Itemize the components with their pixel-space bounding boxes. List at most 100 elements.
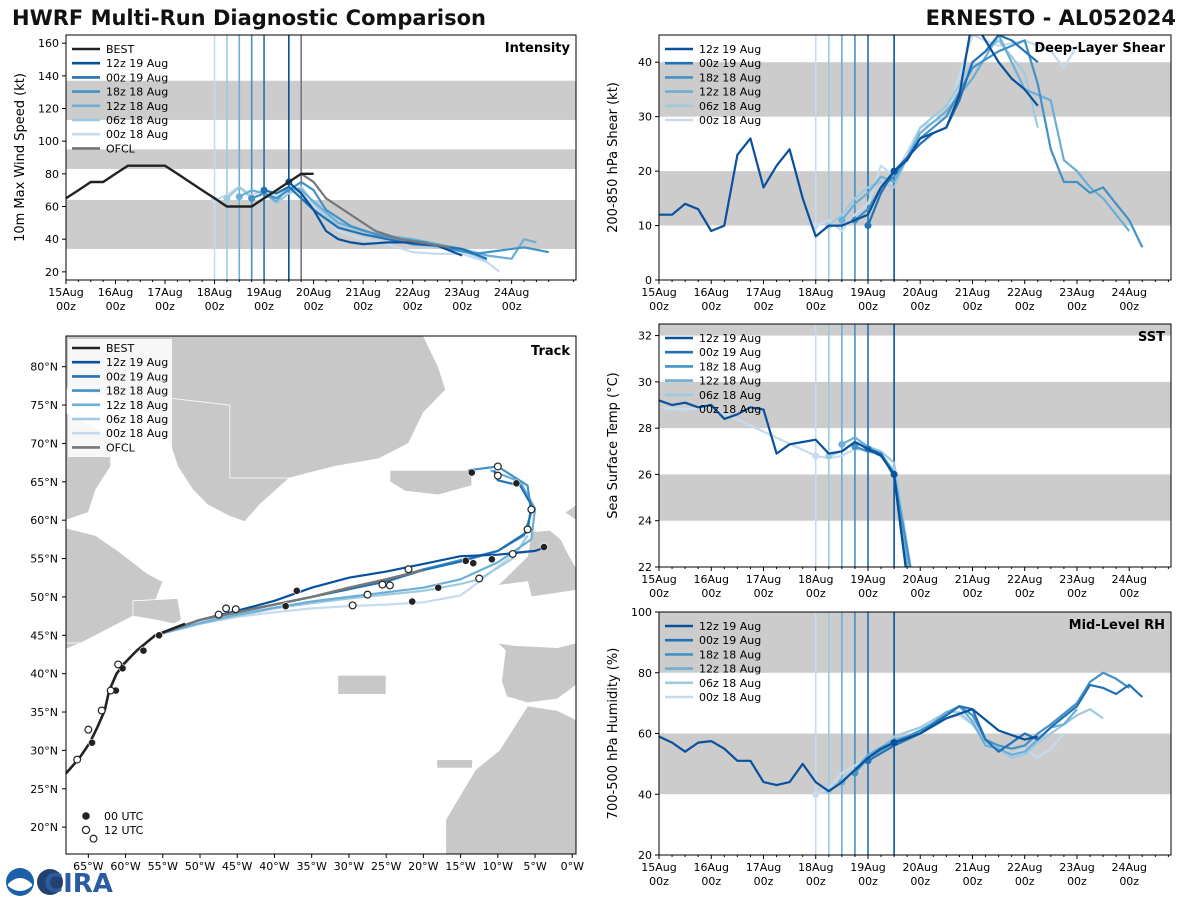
track-marker-12utc — [106, 686, 115, 695]
intensity-init-marker — [260, 186, 268, 194]
sst-xtick-sublabel: 00z — [754, 587, 774, 600]
shear-init-marker — [890, 167, 898, 175]
rh-init-marker — [812, 790, 820, 798]
britain-ireland-land — [496, 529, 576, 598]
track-xtick-label: 40°W — [259, 860, 289, 873]
legend-label: 00z 19 Aug — [699, 346, 761, 359]
legend-label: 00z 18 Aug — [106, 128, 168, 141]
intensity-xtick-label: 19Aug — [246, 286, 281, 299]
track-marker-12utc — [73, 755, 82, 764]
intensity-xtick-label: 17Aug — [147, 286, 182, 299]
marker-legend-00utc-icon — [82, 812, 90, 820]
intensity-xtick-label: 22Aug — [395, 286, 430, 299]
legend-label: OFCL — [106, 142, 136, 155]
rh-xtick-label: 22Aug — [1007, 861, 1042, 874]
track-ytick-label: 60°N — [30, 514, 58, 527]
rh-xtick-sublabel: 00z — [1015, 875, 1035, 888]
legend-label: 06z 18 Aug — [699, 100, 761, 113]
iberia-land — [496, 642, 576, 704]
shear-xtick-sublabel: 00z — [1067, 300, 1087, 313]
shear-xtick-sublabel: 00z — [806, 300, 826, 313]
legend-label: 06z 18 Aug — [106, 413, 168, 426]
track-ytick-label: 80°N — [30, 361, 58, 374]
sst-xtick-sublabel: 00z — [910, 587, 930, 600]
legend-label: BEST — [106, 342, 134, 355]
sst-xtick-label: 16Aug — [694, 573, 729, 586]
track-marker-00utc — [461, 556, 470, 565]
legend-label: 18z 18 Aug — [699, 648, 761, 661]
intensity-init-marker — [223, 194, 231, 202]
track-marker-12utc — [114, 660, 123, 669]
rh-ylabel: 700-500 hPa Humidity (%) — [606, 648, 621, 820]
rh-xtick-sublabel: 00z — [649, 875, 669, 888]
track-series-best — [66, 622, 186, 775]
sst-xtick-sublabel: 00z — [1067, 587, 1087, 600]
legend-label: 06z 18 Aug — [699, 389, 761, 402]
shear-ytick-label: 20 — [638, 165, 652, 178]
track-ytick-label: 35°N — [30, 706, 58, 719]
rh-xtick-sublabel: 00z — [754, 875, 774, 888]
track-xtick-label: 15°W — [445, 860, 475, 873]
intensity-xtick-sublabel: 00z — [56, 300, 76, 313]
sst-xtick-sublabel: 00z — [1119, 587, 1139, 600]
shear-xtick-sublabel: 00z — [649, 300, 669, 313]
shear-xtick-label: 17Aug — [746, 286, 781, 299]
rh-xtick-label: 16Aug — [694, 861, 729, 874]
intensity-xtick-sublabel: 00z — [502, 300, 522, 313]
intensity-xtick-sublabel: 00z — [205, 300, 225, 313]
intensity-title: Intensity — [505, 41, 571, 56]
track-marker-12utc — [89, 834, 98, 843]
shear-ytick-label: 10 — [638, 220, 652, 233]
track-series-ofcl — [154, 568, 424, 637]
sst-xtick-label: 20Aug — [902, 573, 937, 586]
shear-xtick-sublabel: 00z — [858, 300, 878, 313]
track-ytick-label: 25°N — [30, 783, 58, 796]
legend-label: 00z 18 Aug — [699, 691, 761, 704]
sst-xtick-label: 24Aug — [1111, 573, 1146, 586]
legend-label: 12z 19 Aug — [106, 57, 168, 70]
intensity-xtick-label: 24Aug — [494, 286, 529, 299]
intensity-series-best — [66, 164, 314, 208]
shear-xtick-label: 16Aug — [694, 286, 729, 299]
intensity-series-ofcl — [300, 172, 450, 249]
sst-init-marker — [812, 452, 820, 460]
track-xtick-label: 45°W — [222, 860, 252, 873]
track-legend-bg — [68, 339, 172, 457]
track-marker-12utc — [348, 601, 357, 610]
track-marker-12utc — [508, 549, 517, 558]
legend-label: 00z 19 Aug — [106, 370, 168, 383]
track-marker-00utc — [467, 468, 476, 477]
intensity-xtick-label: 21Aug — [345, 286, 380, 299]
intensity-xtick-label: 20Aug — [296, 286, 331, 299]
shear-frame — [658, 34, 1172, 281]
track-marker-12utc — [222, 604, 231, 613]
shear-xtick-label: 22Aug — [1007, 286, 1042, 299]
rh-xtick-sublabel: 00z — [701, 875, 721, 888]
sst-ytick-label: 22 — [638, 561, 652, 574]
shear-xtick-label: 18Aug — [798, 286, 833, 299]
sst-ytick-label: 28 — [638, 422, 652, 435]
sst-series-12z-19-aug — [659, 399, 907, 567]
sst-init-marker — [890, 470, 898, 478]
sst-xtick-label: 19Aug — [850, 573, 885, 586]
noaa-bird-icon — [8, 878, 32, 891]
track-frame — [65, 335, 577, 855]
intensity-xtick-sublabel: 00z — [254, 300, 274, 313]
figure-title: HWRF Multi-Run Diagnostic Comparison — [12, 6, 487, 30]
track-series-12z-19-aug — [154, 545, 547, 637]
iceland-land — [389, 469, 473, 496]
legend-label: 06z 18 Aug — [106, 114, 168, 127]
legend-label: 12z 19 Aug — [699, 620, 761, 633]
legend-label: 00z 18 Aug — [699, 114, 761, 127]
intensity-ytick-label: 60 — [45, 201, 59, 214]
shear-init-marker — [812, 222, 820, 230]
track-marker-00utc — [139, 646, 148, 655]
track-xtick-label: 65°W — [73, 860, 103, 873]
rh-ytick-label: 80 — [638, 667, 652, 680]
intensity-band — [66, 80, 576, 120]
track-xtick-label: 35°W — [297, 860, 327, 873]
track-marker-00utc — [487, 555, 496, 564]
track-xtick-label: 25°W — [371, 860, 401, 873]
track-ytick-label: 50°N — [30, 591, 58, 604]
